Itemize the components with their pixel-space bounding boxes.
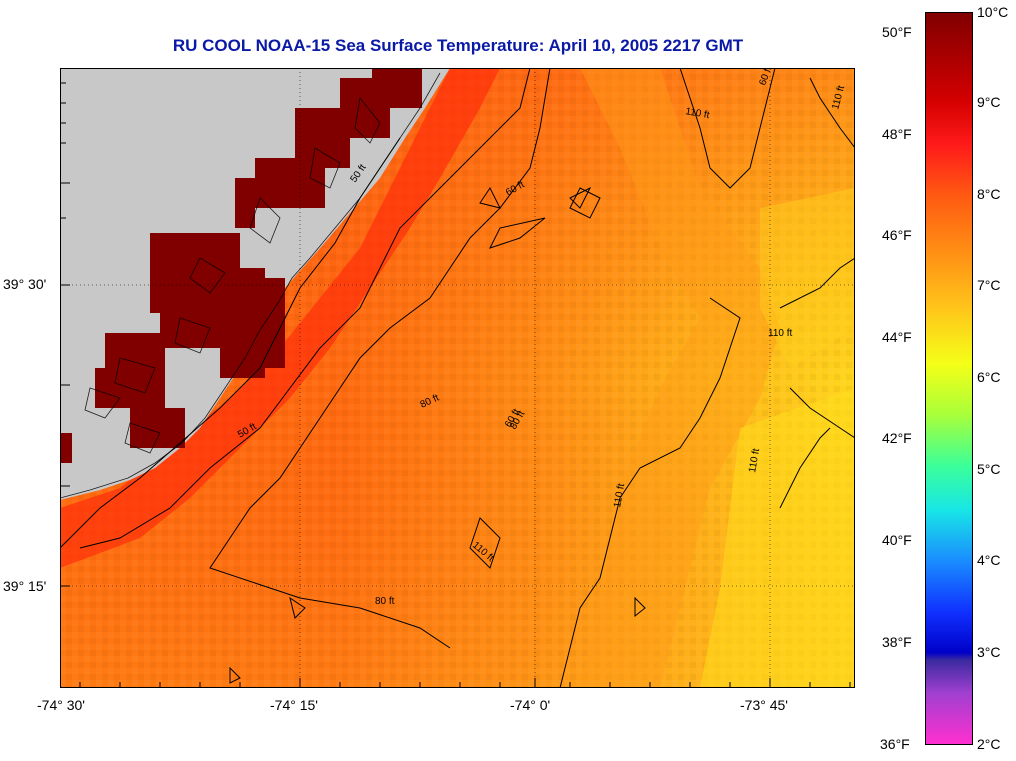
x-tick-label: -74° 30' xyxy=(37,697,85,713)
y-tick-label: 39° 30' xyxy=(3,276,47,292)
colorbar-celsius-label: 9°C xyxy=(977,94,1001,110)
warm-nearshore-pixels xyxy=(60,68,422,463)
colorbar-celsius-label: 8°C xyxy=(977,186,1001,202)
colorbar-celsius-label: 4°C xyxy=(977,552,1001,568)
colorbar-celsius-label: 10°C xyxy=(977,4,1009,20)
colorbar-fahrenheit-label: 38°F xyxy=(882,634,912,650)
colorbar-fahrenheit-label: 44°F xyxy=(882,329,912,345)
colorbar-fahrenheit-label: 36°F xyxy=(880,736,910,752)
contour-label: 110 ft xyxy=(684,106,710,121)
colorbar-fahrenheit-label: 42°F xyxy=(882,430,912,446)
colorbar-fahrenheit-label: 48°F xyxy=(882,126,912,142)
colorbar xyxy=(925,12,973,745)
colorbar-fahrenheit-label: 50°F xyxy=(882,24,912,40)
colorbar-celsius-label: 3°C xyxy=(977,644,1001,660)
contour-label: 110 ft xyxy=(747,447,762,473)
x-tick-label: -73° 45' xyxy=(740,697,788,713)
colorbar-celsius-label: 5°C xyxy=(977,461,1001,477)
map-title: RU COOL NOAA-15 Sea Surface Temperature:… xyxy=(172,36,744,55)
colorbar-fahrenheit-label: 40°F xyxy=(882,532,912,548)
contour-label: 110 ft xyxy=(612,482,627,508)
colorbar-fahrenheit-label: 46°F xyxy=(882,227,912,243)
sst-map: 50 ft 50 ft 60 ft 60 ft 60 ft 80 ft 80 f… xyxy=(60,68,855,688)
y-tick-label: 39° 15' xyxy=(3,578,47,594)
contour-label: 110 ft xyxy=(768,328,792,339)
colorbar-celsius-label: 6°C xyxy=(977,369,1001,385)
colorbar-celsius-label: 7°C xyxy=(977,277,1001,293)
contour-label: 80 ft xyxy=(375,596,395,607)
colorbar-celsius-label: 2°C xyxy=(977,736,1001,752)
x-tick-label: -74° 15' xyxy=(270,697,318,713)
x-tick-label: -74° 0' xyxy=(510,697,551,713)
